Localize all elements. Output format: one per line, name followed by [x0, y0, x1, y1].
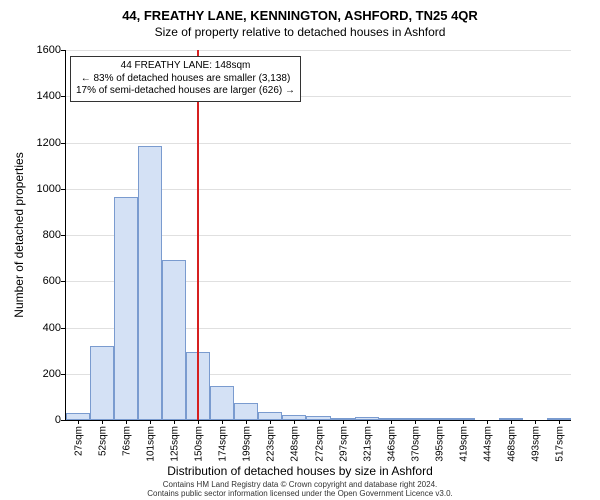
x-tick-label: 297sqm	[336, 426, 349, 462]
histogram-bar	[66, 413, 90, 420]
y-tick-mark	[61, 374, 66, 375]
gridline	[66, 143, 571, 144]
x-tick-label: 321sqm	[360, 426, 373, 462]
x-tick-label: 517sqm	[552, 426, 565, 462]
gridline	[66, 50, 571, 51]
x-tick-mark	[270, 420, 271, 424]
tooltip-line-3: 17% of semi-detached houses are larger (…	[76, 85, 295, 98]
x-tick-label: 125sqm	[168, 426, 181, 462]
y-tick-mark	[61, 281, 66, 282]
x-tick-label: 223sqm	[264, 426, 277, 462]
histogram-bar	[258, 412, 282, 420]
x-tick-mark	[294, 420, 295, 424]
histogram-bar	[90, 346, 114, 420]
x-tick-label: 468sqm	[504, 426, 517, 462]
histogram-bar	[210, 386, 234, 420]
chart-address-title: 44, FREATHY LANE, KENNINGTON, ASHFORD, T…	[0, 0, 600, 23]
x-tick-mark	[487, 420, 488, 424]
x-tick-label: 493sqm	[528, 426, 541, 462]
x-tick-mark	[367, 420, 368, 424]
histogram-bar	[234, 403, 258, 420]
x-tick-mark	[559, 420, 560, 424]
y-tick-mark	[61, 189, 66, 190]
histogram-plot-area: 0200400600800100012001400160027sqm52sqm7…	[65, 50, 571, 421]
x-tick-mark	[198, 420, 199, 424]
tooltip-line-1: 44 FREATHY LANE: 148sqm	[76, 60, 295, 73]
x-tick-mark	[222, 420, 223, 424]
x-tick-label: 174sqm	[216, 426, 229, 462]
y-tick-mark	[61, 420, 66, 421]
footer-line-1: Contains HM Land Registry data © Crown c…	[0, 480, 600, 489]
x-tick-label: 419sqm	[456, 426, 469, 462]
x-tick-mark	[150, 420, 151, 424]
x-axis-label: Distribution of detached houses by size …	[0, 464, 600, 478]
y-tick-mark	[61, 328, 66, 329]
histogram-bar	[162, 260, 186, 420]
reference-line	[197, 50, 199, 420]
x-tick-label: 346sqm	[384, 426, 397, 462]
x-tick-mark	[78, 420, 79, 424]
y-tick-mark	[61, 235, 66, 236]
x-tick-label: 199sqm	[240, 426, 253, 462]
x-tick-label: 101sqm	[144, 426, 157, 462]
attribution-footer: Contains HM Land Registry data © Crown c…	[0, 480, 600, 498]
x-tick-label: 52sqm	[96, 426, 109, 456]
x-tick-mark	[343, 420, 344, 424]
x-tick-label: 248sqm	[288, 426, 301, 462]
x-tick-mark	[463, 420, 464, 424]
y-tick-mark	[61, 50, 66, 51]
histogram-bar	[138, 146, 162, 420]
x-tick-mark	[535, 420, 536, 424]
x-tick-mark	[391, 420, 392, 424]
x-tick-label: 395sqm	[432, 426, 445, 462]
x-tick-mark	[102, 420, 103, 424]
x-tick-mark	[319, 420, 320, 424]
histogram-bar	[114, 197, 138, 420]
reference-tooltip: 44 FREATHY LANE: 148sqm ← 83% of detache…	[70, 56, 301, 102]
x-tick-mark	[246, 420, 247, 424]
x-tick-mark	[126, 420, 127, 424]
y-tick-mark	[61, 96, 66, 97]
x-tick-label: 272sqm	[312, 426, 325, 462]
x-tick-label: 370sqm	[408, 426, 421, 462]
tooltip-line-2: ← 83% of detached houses are smaller (3,…	[76, 73, 295, 86]
x-tick-label: 27sqm	[72, 426, 85, 456]
x-tick-label: 150sqm	[192, 426, 205, 462]
x-tick-label: 444sqm	[480, 426, 493, 462]
x-tick-label: 76sqm	[120, 426, 133, 456]
footer-line-2: Contains public sector information licen…	[0, 489, 600, 498]
x-tick-mark	[174, 420, 175, 424]
chart-subtitle: Size of property relative to detached ho…	[0, 23, 600, 39]
x-tick-mark	[511, 420, 512, 424]
x-tick-mark	[439, 420, 440, 424]
x-tick-mark	[415, 420, 416, 424]
y-tick-mark	[61, 143, 66, 144]
